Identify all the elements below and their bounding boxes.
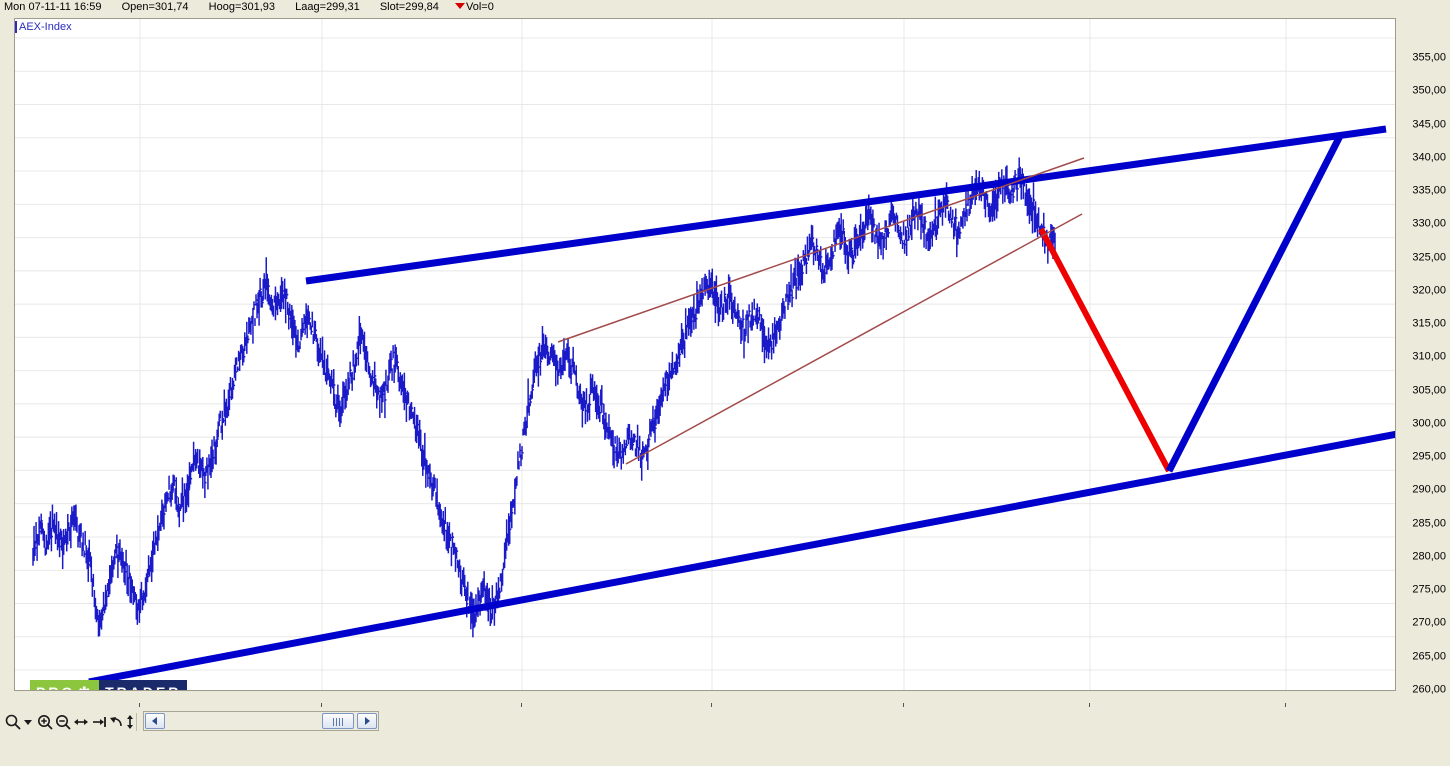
scroll-right-button[interactable]: [357, 713, 377, 729]
price-axis-tick: 355,00: [1412, 51, 1446, 64]
logo-pro-text: PRO✱: [30, 680, 100, 691]
price-axis: 355,00 350,00 345,00 340,00 335,00 330,00 325,…: [1396, 33, 1450, 711]
grid-lines: [15, 19, 1395, 690]
price-axis-tick: 270,00: [1412, 616, 1446, 629]
price-axis-tick: 260,00: [1412, 683, 1446, 696]
time-axis-tickmark: [521, 703, 522, 707]
chart-area: AEX-Index PRO✱ TRADER 355,00 350,00 345,00…: [0, 15, 1450, 721]
price-axis-tick: 330,00: [1412, 217, 1446, 230]
time-axis-tickmark: [711, 703, 712, 707]
toolbar-separator: [136, 713, 137, 731]
time-axis-tickmark: [321, 703, 322, 707]
zoom-dropdown-button[interactable]: [22, 713, 34, 731]
price-axis-tick: 320,00: [1412, 284, 1446, 297]
scroll-thumb-grip: [333, 718, 343, 726]
quote-datetime: Mon 07-11-11 16:59: [4, 1, 102, 13]
price-axis-tick: 340,00: [1412, 151, 1446, 164]
price-series: [32, 157, 1056, 638]
quote-low: Laag=299,31: [295, 1, 360, 13]
price-axis-tick: 345,00: [1412, 118, 1446, 131]
chart-title-label: AEX-Index: [15, 21, 72, 33]
price-axis-tick: 335,00: [1412, 184, 1446, 197]
price-axis-tick: 310,00: [1412, 350, 1446, 363]
quote-high: Hoog=301,93: [208, 1, 276, 13]
quote-close: Slot=299,84: [379, 1, 439, 13]
price-axis-tick: 300,00: [1412, 417, 1446, 430]
scroll-left-button[interactable]: [145, 713, 165, 729]
zoom-out-button[interactable]: [54, 713, 72, 731]
projected-rally-line: [1165, 132, 1345, 473]
quote-header-bar: Mon 07-11-11 16:59 Open=301,74 Hoog=301,…: [0, 0, 1450, 16]
price-axis-tick: 325,00: [1412, 251, 1446, 264]
protrader-logo: PRO✱ TRADER: [30, 680, 190, 691]
price-axis-tick: 290,00: [1412, 483, 1446, 496]
volume-down-triangle-icon: [455, 3, 465, 10]
price-axis-tick: 285,00: [1412, 517, 1446, 530]
price-axis-tick: 265,00: [1412, 650, 1446, 663]
horizontal-scrollbar[interactable]: [143, 711, 379, 731]
zoom-in-button[interactable]: [36, 713, 54, 731]
lower-support-trendline: [88, 430, 1395, 686]
quote-volume: Vol=0: [466, 1, 494, 13]
price-axis-tick: 280,00: [1412, 550, 1446, 563]
inner-channel-lower: [625, 213, 1083, 465]
time-axis-tickmark: [139, 703, 140, 707]
zoom-tool-button[interactable]: [4, 713, 22, 731]
price-axis-tick: 315,00: [1412, 317, 1446, 330]
logo-trader-text: TRADER: [99, 680, 188, 690]
time-axis-tickmark: [1285, 703, 1286, 707]
time-axis-tickmark: [903, 703, 904, 707]
chart-plot-canvas[interactable]: AEX-Index PRO✱ TRADER: [14, 18, 1396, 691]
scroll-to-end-button[interactable]: [90, 713, 108, 731]
price-axis-tick: 275,00: [1412, 583, 1446, 596]
projected-decline-arrow: [1038, 227, 1172, 473]
quote-open: Open=301,74: [121, 1, 189, 13]
inner-channel-upper: [557, 157, 1085, 343]
fit-width-button[interactable]: [72, 713, 90, 731]
price-axis-tick: 350,00: [1412, 84, 1446, 97]
time-axis-tickmark: [1089, 703, 1090, 707]
chart-graphics: [15, 19, 1395, 690]
price-axis-tick: 295,00: [1412, 450, 1446, 463]
trendline-overlays: [88, 125, 1395, 686]
logo-star-icon: ✱: [78, 684, 93, 691]
upper-resistance-trendline: [305, 125, 1387, 285]
scroll-thumb[interactable]: [322, 713, 354, 729]
fit-height-button[interactable]: [124, 713, 136, 731]
undo-button[interactable]: [108, 713, 126, 731]
price-axis-tick: 305,00: [1412, 384, 1446, 397]
